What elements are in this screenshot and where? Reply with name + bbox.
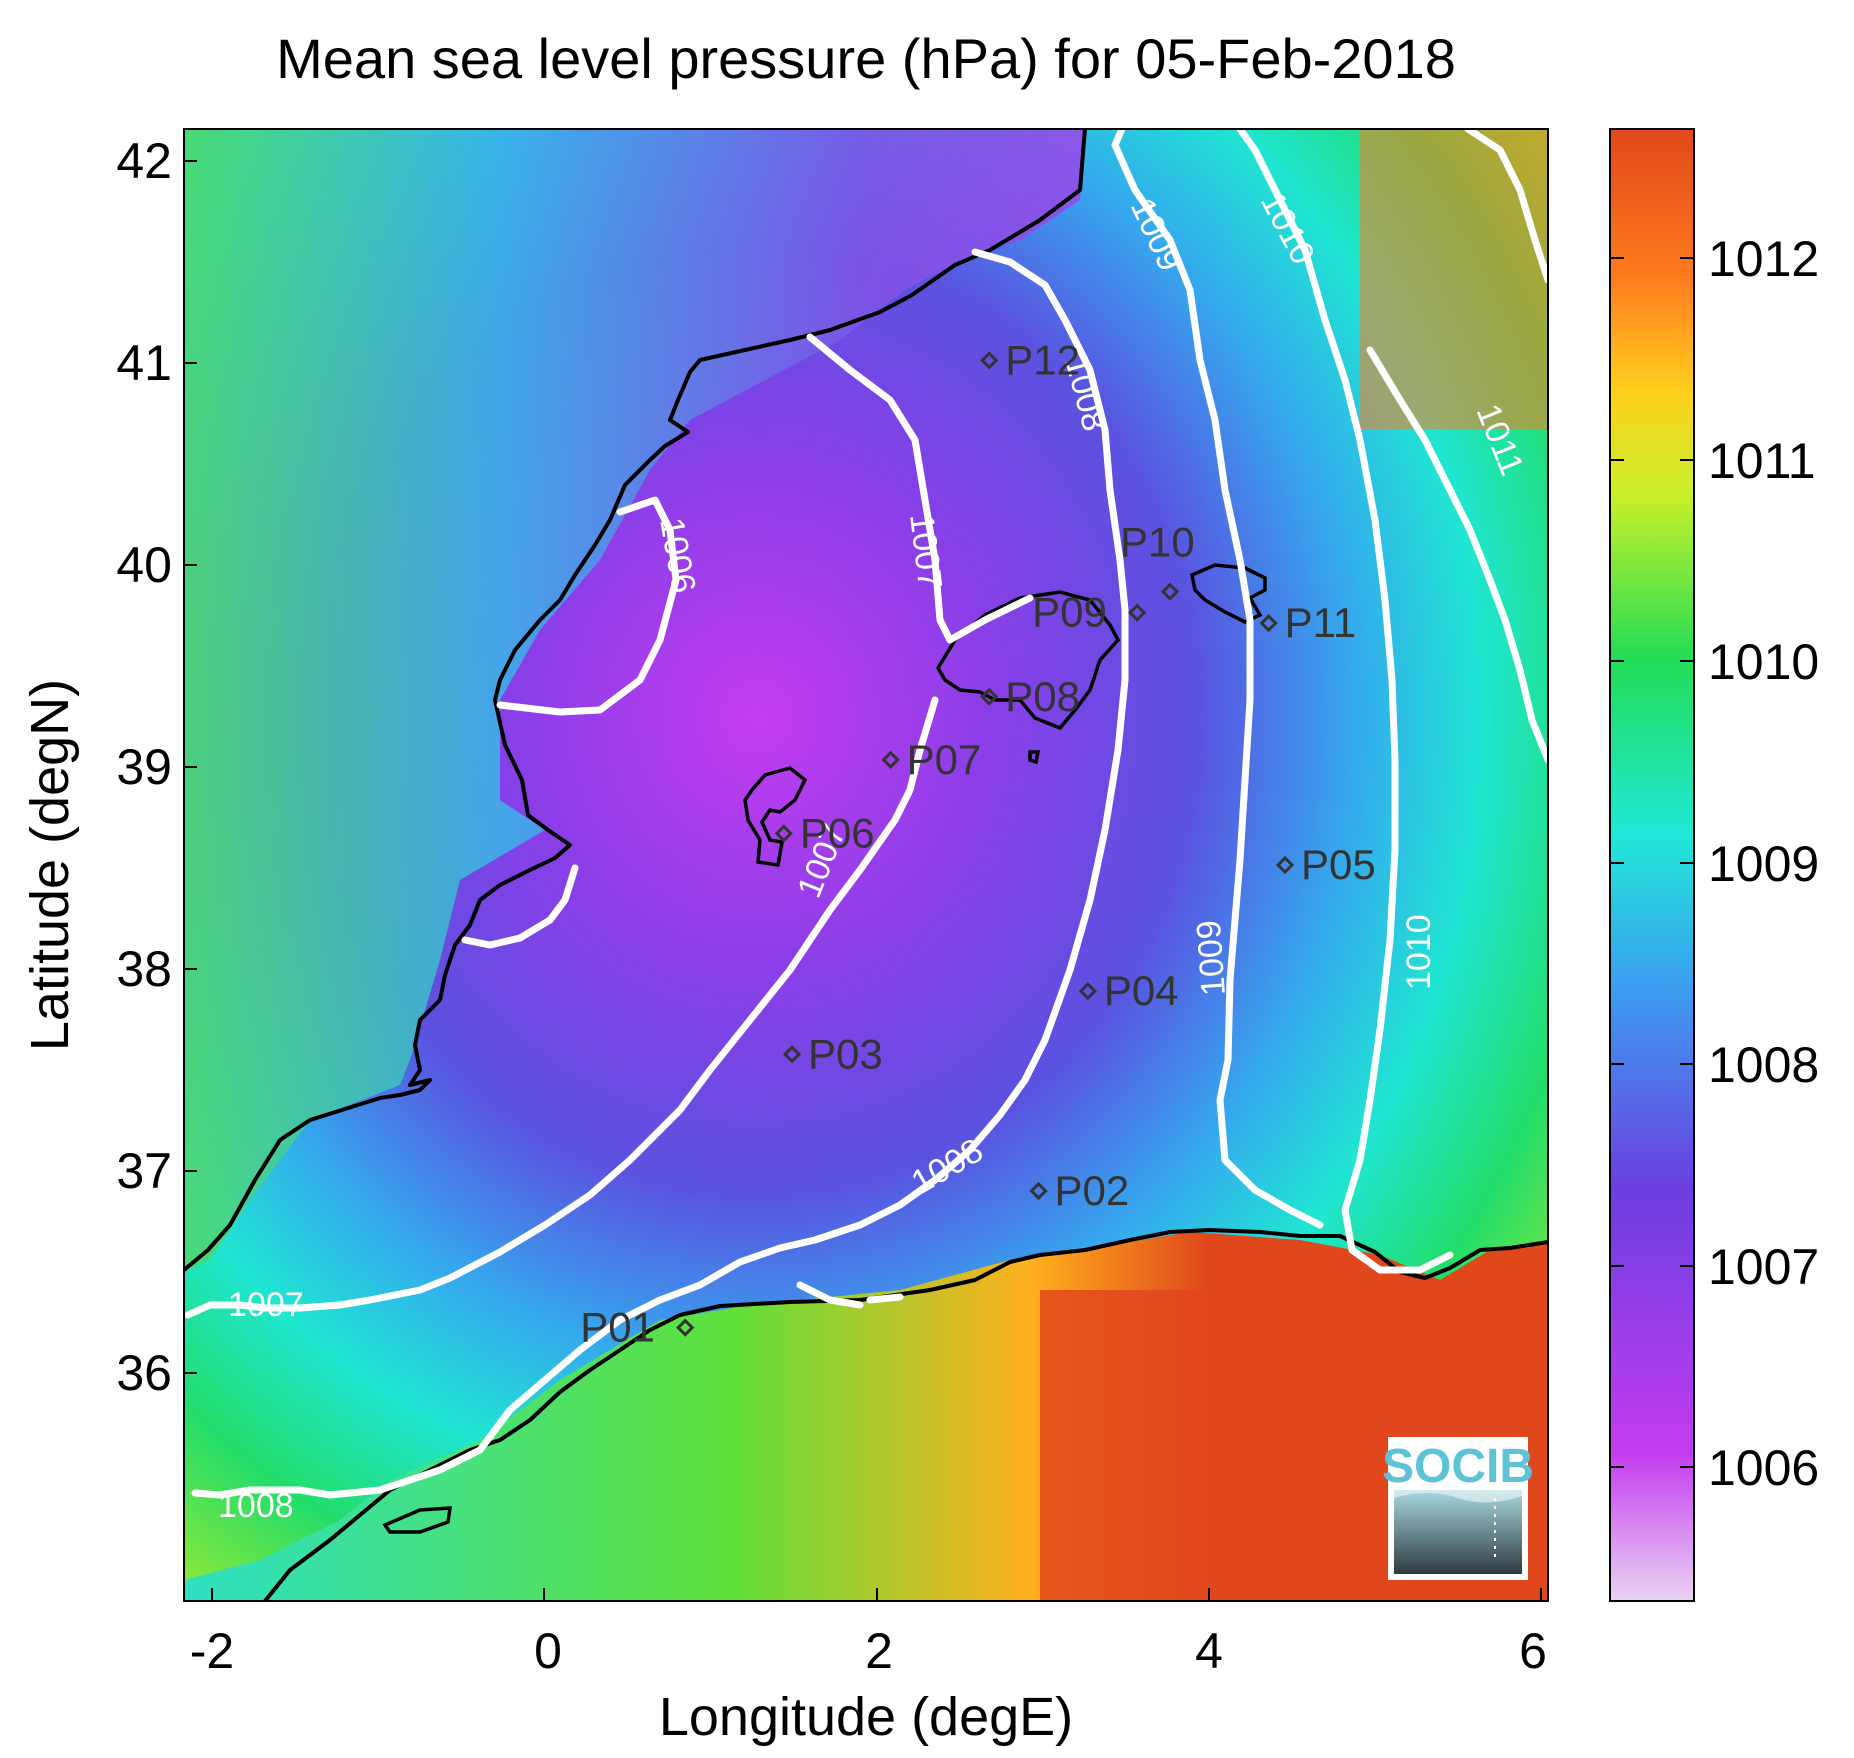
station-marker <box>1078 982 1097 1001</box>
station-p11: P11 <box>1259 599 1357 646</box>
contour-1009 <box>1111 129 1324 1229</box>
stations-layer: P01 P02 P03 P04 P05 P06 P07 P08 P09 P10 P11 P12 <box>580 336 1376 1350</box>
station-p09: P09 <box>1032 589 1147 636</box>
y-tick-label: 36 <box>116 1345 172 1401</box>
contour-label-1007-west: 1007 <box>228 1286 304 1324</box>
cabrera-island <box>1028 750 1041 765</box>
y-tick-label: 39 <box>116 739 172 795</box>
station-label: P01 <box>580 1304 655 1351</box>
station-label: P03 <box>808 1030 883 1077</box>
x-tick-label: 4 <box>1195 1623 1223 1679</box>
x-tick-labels: -2 0 2 4 6 <box>190 1623 1547 1679</box>
station-marker <box>1029 1181 1048 1201</box>
station-p02: P02 <box>1029 1167 1130 1214</box>
colorbar: 1012 1011 1010 1009 1008 1007 1006 <box>1609 128 1819 1602</box>
station-p12: P12 <box>980 336 1080 383</box>
station-label: P08 <box>1005 673 1080 720</box>
station-p08: P08 <box>980 673 1080 720</box>
map-area: 1006 1007 1007 1007 1008 1008 1008 1009 … <box>184 129 1548 1601</box>
ibiza-island <box>743 766 808 867</box>
station-marker <box>774 824 793 843</box>
station-label: P11 <box>1285 599 1357 646</box>
station-marker <box>980 687 999 706</box>
station-marker <box>1275 855 1295 875</box>
station-marker <box>782 1045 802 1064</box>
socib-logo: SOCIB <box>1382 1437 1534 1580</box>
x-tick-label: -2 <box>190 1623 234 1679</box>
x-tick-label: 2 <box>865 1623 893 1679</box>
axis-tick-marks <box>184 160 1542 1601</box>
colorbar-tick-label: 1009 <box>1708 836 1819 892</box>
map-frame <box>183 128 1549 1602</box>
x-tick-label: 6 <box>1519 1623 1547 1679</box>
y-tick-label: 42 <box>116 133 172 189</box>
station-marker <box>1128 603 1147 622</box>
station-p04: P04 <box>1078 967 1179 1014</box>
contour-label-1009-south: 1009 <box>1190 919 1233 997</box>
station-label: P05 <box>1301 841 1376 888</box>
station-p07: P07 <box>881 736 982 783</box>
station-label: P10 <box>1120 519 1195 566</box>
mallorca-island <box>935 590 1121 731</box>
contour-1011 <box>1366 129 1548 764</box>
station-marker <box>881 750 900 769</box>
station-label: P02 <box>1055 1167 1130 1214</box>
contour-1008-fragments <box>796 1281 904 1309</box>
x-tick-label: 0 <box>534 1623 562 1679</box>
contour-1006-south <box>461 864 579 949</box>
contour-1007-west <box>806 333 1034 644</box>
y-tick-label: 37 <box>116 1143 172 1199</box>
station-label: P09 <box>1032 589 1107 636</box>
colorbar-tick-label: 1007 <box>1708 1239 1819 1295</box>
alboran-island <box>382 1506 453 1534</box>
station-label: P07 <box>907 736 982 783</box>
coastline-iberia <box>184 129 1087 1272</box>
station-marker <box>1259 614 1278 633</box>
station-p01: P01 <box>580 1304 695 1351</box>
y-tick-label: 40 <box>116 537 172 593</box>
y-tick-label: 38 <box>116 941 172 997</box>
contour-label-1007-mid: 1007 <box>902 511 949 591</box>
station-label: P12 <box>1005 336 1080 383</box>
station-p05: P05 <box>1275 841 1376 888</box>
y-axis-label: Latitude (degN) <box>20 679 80 1051</box>
x-axis-label: Longitude (degE) <box>659 1687 1073 1747</box>
contour-1010 <box>1236 129 1454 1274</box>
station-marker <box>980 351 999 370</box>
station-p03: P03 <box>782 1030 883 1077</box>
colorbar-tick-label: 1006 <box>1708 1440 1819 1496</box>
contour-label-1008-west: 1008 <box>218 1487 294 1525</box>
y-tick-labels: 42 41 40 39 38 37 36 <box>116 133 172 1401</box>
chart-title: Mean sea level pressure (hPa) for 05-Feb… <box>276 27 1456 90</box>
colorbar-tick-label: 1012 <box>1708 231 1819 287</box>
colorbar-tick-label: 1010 <box>1708 634 1819 690</box>
station-marker <box>676 1318 695 1337</box>
station-p06: P06 <box>774 809 875 856</box>
contour-label-1010-south: 1010 <box>1400 914 1438 990</box>
contour-1008-main <box>191 248 1129 1499</box>
station-label: P04 <box>1104 967 1179 1014</box>
iberia-land <box>184 129 1085 1270</box>
coastline-africa <box>263 1228 1548 1601</box>
station-label: P06 <box>800 809 875 856</box>
contour-1007-south <box>184 696 939 1319</box>
station-marker <box>1160 582 1180 601</box>
station-p10: P10 <box>1120 519 1195 601</box>
y-tick-label: 41 <box>116 335 172 391</box>
colorbar-gradient <box>1609 128 1695 1602</box>
logo-text: SOCIB <box>1382 1440 1534 1493</box>
contour-1006-north <box>496 496 680 716</box>
colorbar-tick-label: 1011 <box>1708 433 1816 489</box>
colorbar-tick-label: 1008 <box>1708 1037 1819 1093</box>
